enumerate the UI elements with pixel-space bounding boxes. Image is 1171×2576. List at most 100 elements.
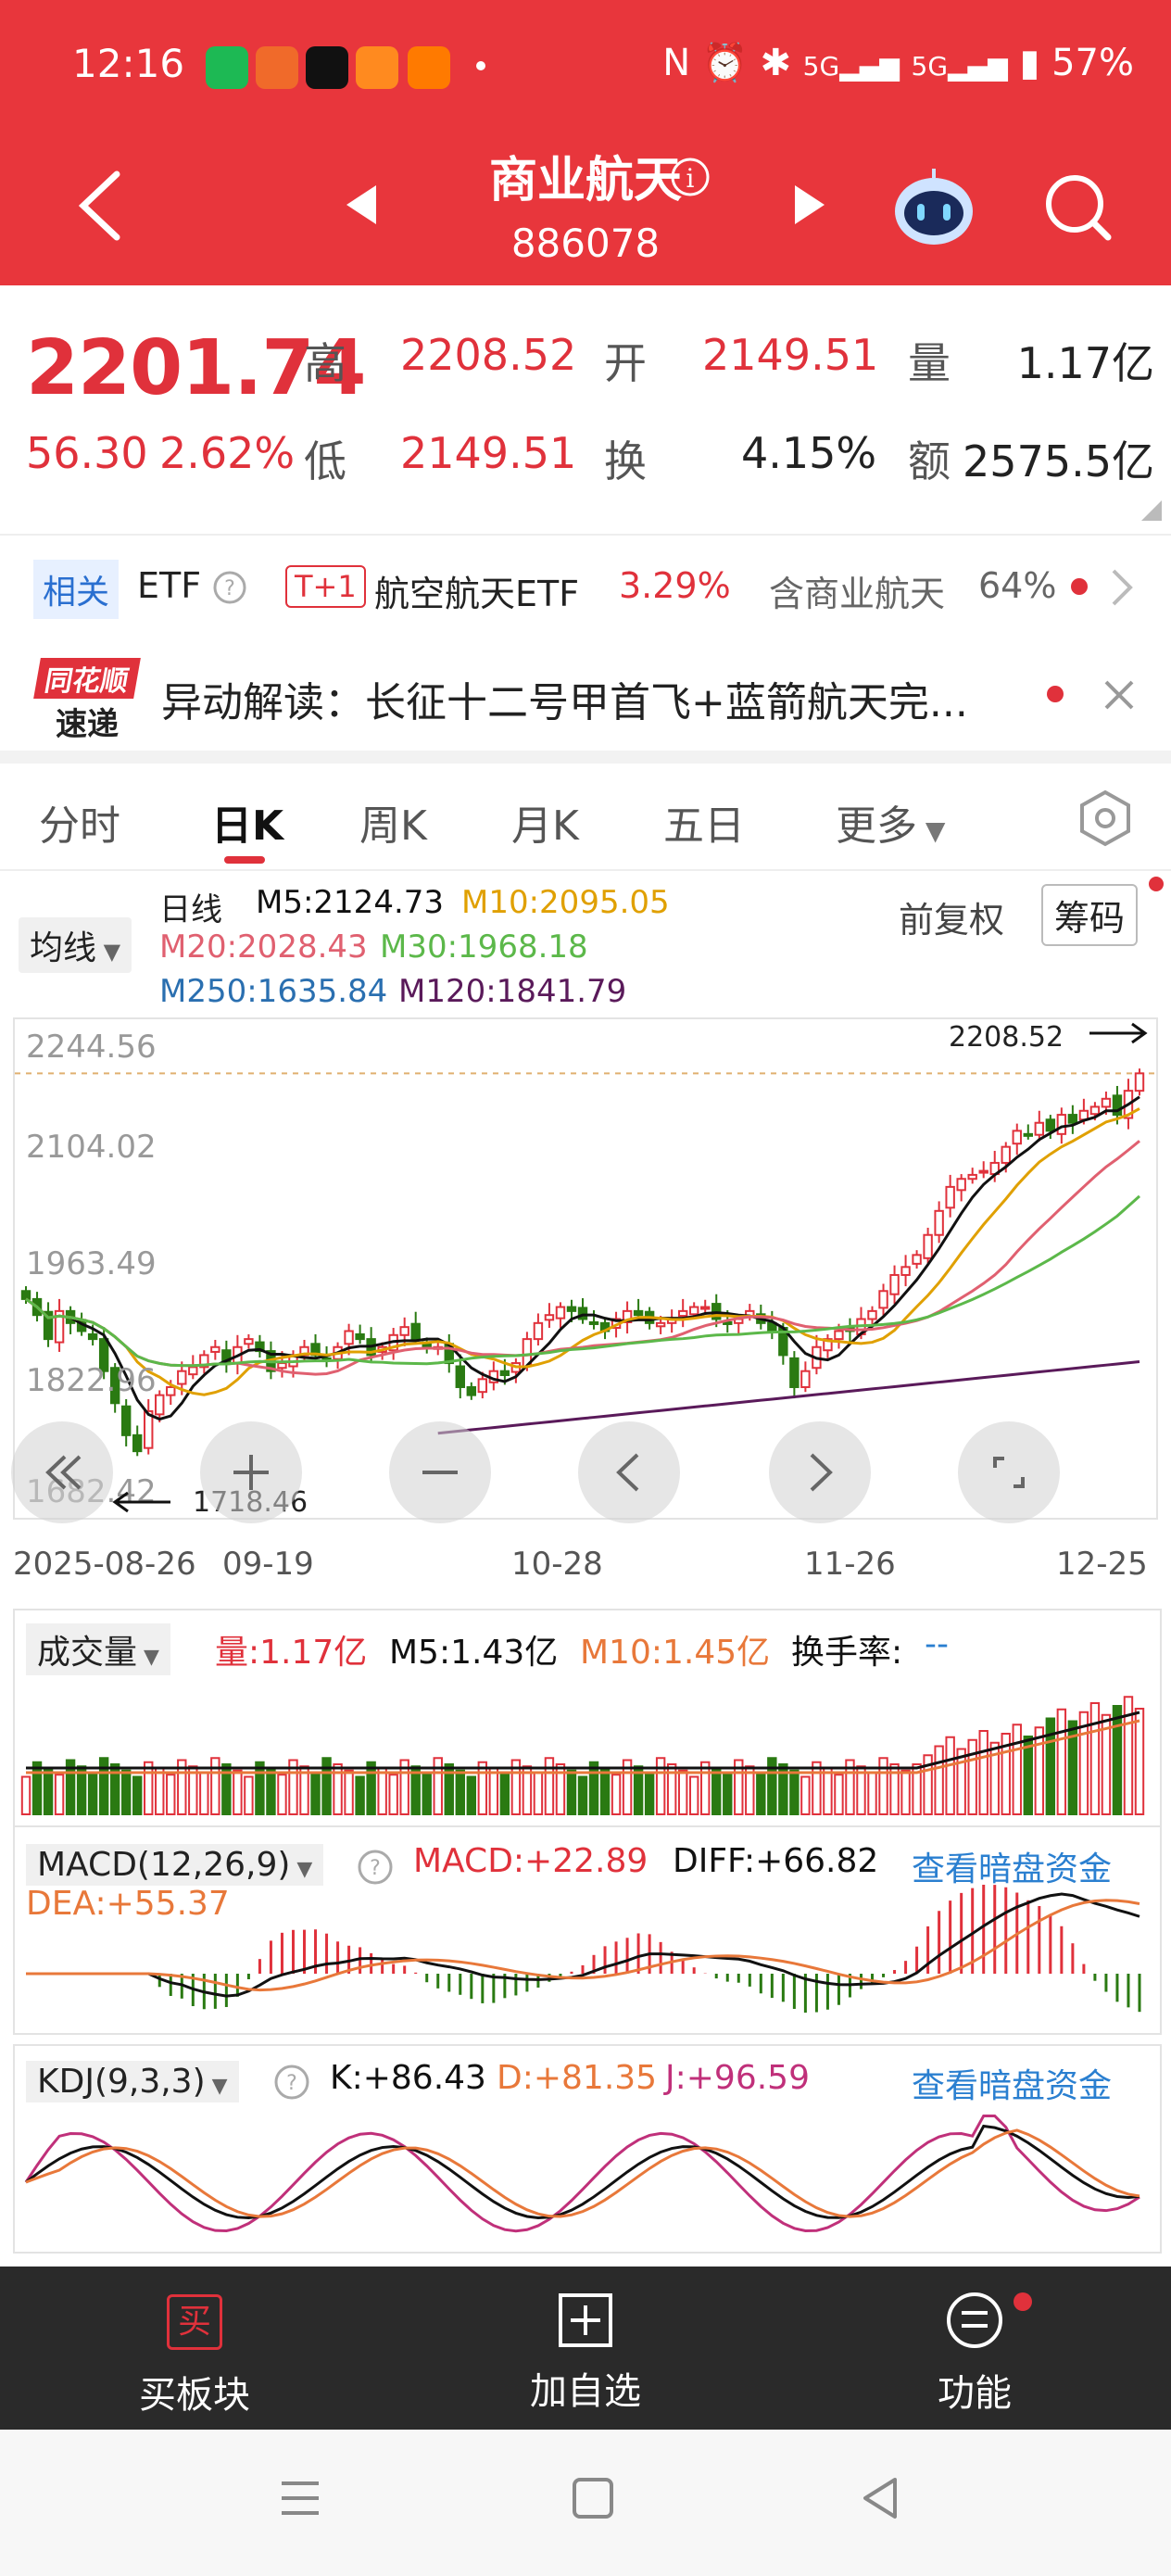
x-label-1: 09-19	[222, 1546, 314, 1583]
candle	[144, 1409, 154, 1449]
diff-line	[26, 1892, 1140, 1998]
tab-five-day[interactable]: 五日	[663, 802, 745, 850]
menu-lines-icon[interactable]	[278, 2476, 322, 2520]
macd-select[interactable]: MACD(12,26,9) ▼	[26, 1844, 324, 1886]
candle	[477, 1378, 488, 1394]
add-watchlist-button[interactable]: 加自选	[447, 2267, 724, 2415]
zoom-out-far-button[interactable]	[11, 1421, 113, 1523]
k-line	[25, 2124, 1140, 2219]
chevron-right-icon	[810, 1453, 833, 1492]
volume-bar	[266, 1767, 276, 1815]
news-logo: 同花顺 速递	[33, 658, 141, 743]
m120-value: M120:1841.79	[398, 973, 627, 1010]
volume-bar	[455, 1769, 465, 1815]
volume-bar	[355, 1775, 365, 1815]
scroll-left-button[interactable]	[578, 1421, 680, 1523]
low-marker-arrow-icon	[112, 1491, 170, 1513]
volume-bar	[1078, 1711, 1089, 1815]
volume-bar	[800, 1775, 811, 1815]
prev-stock-icon[interactable]	[345, 183, 378, 226]
function-button[interactable]: 功能	[836, 2267, 1114, 2417]
robot-assistant-icon[interactable]	[889, 165, 978, 248]
volume-bar	[1056, 1708, 1067, 1815]
etf-label: ETF	[137, 565, 202, 606]
buy-icon: 买	[167, 2294, 222, 2350]
volume-bar	[333, 1763, 343, 1815]
candle	[700, 1306, 711, 1310]
scroll-right-button[interactable]	[769, 1421, 871, 1523]
kdj-help-icon[interactable]: ?	[272, 2063, 311, 2102]
volume-bar	[655, 1757, 666, 1815]
volume-bar	[20, 1775, 31, 1815]
back-triangle-icon[interactable]	[858, 2476, 902, 2520]
function-label: 功能	[938, 2372, 1012, 2415]
expand-corner-icon[interactable]	[1141, 500, 1162, 521]
volume-bar	[778, 1763, 788, 1815]
kdj-panel	[13, 2044, 1162, 2254]
volume-chart	[20, 1696, 1145, 1815]
next-stock-icon[interactable]	[793, 183, 826, 226]
candle	[688, 1306, 699, 1316]
volume-bar	[277, 1774, 287, 1815]
home-square-icon[interactable]	[571, 2476, 615, 2520]
chevron-right-icon[interactable]	[1108, 567, 1136, 608]
volume-bar	[688, 1775, 699, 1815]
volume-select[interactable]: 成交量 ▼	[26, 1623, 170, 1675]
tab-more[interactable]: 更多 ▼	[836, 792, 945, 852]
candle	[1112, 1094, 1123, 1117]
zoom-in-button[interactable]	[200, 1421, 302, 1523]
y-label-1: 2104.02	[26, 1129, 157, 1166]
kline-chart[interactable]	[13, 1017, 1158, 1536]
volume-bar	[155, 1767, 165, 1815]
volume-bar	[945, 1736, 955, 1815]
volume-bar	[422, 1772, 432, 1815]
candle	[1089, 1105, 1101, 1116]
dark-pool-link[interactable]: 查看暗盘资金	[912, 1850, 1113, 1888]
volume-bar	[344, 1769, 354, 1815]
tab-intraday[interactable]: 分时	[39, 802, 120, 850]
dropdown-arrow-icon: ▼	[205, 2075, 228, 2098]
candle	[789, 1357, 800, 1388]
close-icon[interactable]	[1102, 678, 1136, 712]
candle	[399, 1326, 409, 1336]
j-line	[24, 2115, 1140, 2233]
candle	[934, 1209, 944, 1236]
etf-name[interactable]: 航空航天ETF	[374, 574, 580, 614]
candle	[577, 1307, 588, 1320]
macd-help-icon[interactable]: ?	[356, 1848, 395, 1887]
back-arrow-icon[interactable]	[74, 169, 126, 243]
news-text[interactable]: 异动解读：长征十二号甲首飞+蓝箭航天完...	[161, 679, 968, 726]
volume-bar	[310, 1772, 321, 1815]
turnover-value: 4.15%	[741, 428, 877, 478]
search-icon[interactable]	[1043, 172, 1114, 243]
add-square-icon	[559, 2293, 612, 2347]
svg-text:?: ?	[286, 2072, 297, 2095]
info-icon[interactable]: i	[669, 156, 711, 198]
tab-weekly-k[interactable]: 周K	[359, 802, 427, 850]
tab-daily-k[interactable]: 日K	[211, 802, 284, 850]
buy-sector-button[interactable]: 买 买板块	[56, 2267, 334, 2418]
zoom-out-button[interactable]	[389, 1421, 491, 1523]
candle	[723, 1320, 733, 1325]
svg-text:?: ?	[224, 577, 235, 600]
indicator-select[interactable]: 均线 ▼	[19, 917, 132, 973]
help-icon[interactable]: ?	[211, 569, 248, 606]
news-logo-top: 同花顺	[33, 658, 141, 699]
candle	[177, 1370, 187, 1385]
kdj-select[interactable]: KDJ(9,3,3) ▼	[26, 2061, 239, 2102]
low-value: 2149.51	[400, 428, 577, 478]
battery-level: 57%	[1051, 42, 1134, 84]
volume-bar	[109, 1763, 120, 1815]
fullscreen-button[interactable]	[958, 1421, 1060, 1523]
settings-hexagon-icon[interactable]	[1077, 789, 1134, 847]
amount-value: 2575.5亿	[963, 436, 1154, 486]
volume-bar	[466, 1775, 477, 1815]
bottom-nav: 买 买板块 加自选 功能	[0, 2267, 1171, 2430]
candle	[878, 1290, 888, 1309]
chip-button[interactable]: 筹码	[1041, 884, 1139, 946]
adjust-label[interactable]: 前复权	[899, 900, 1005, 941]
volume-bar	[900, 1769, 911, 1815]
tab-monthly-k[interactable]: 月K	[511, 802, 579, 850]
svg-text:?: ?	[370, 1857, 381, 1880]
kdj-dark-pool-link[interactable]: 查看暗盘资金	[912, 2067, 1113, 2105]
